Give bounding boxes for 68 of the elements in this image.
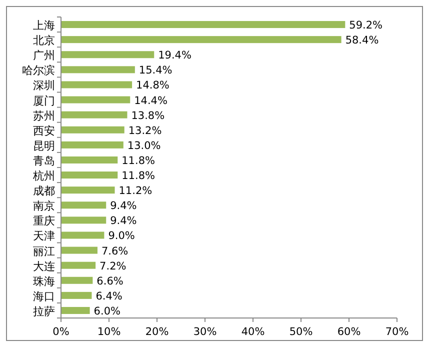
- x-tick-label: 10%: [97, 326, 121, 338]
- bar: [61, 292, 92, 299]
- bar: [61, 21, 346, 28]
- data-label: 14.8%: [136, 80, 170, 92]
- data-label: 11.8%: [122, 154, 156, 167]
- data-label: 9.0%: [108, 230, 135, 242]
- bar: [61, 36, 342, 44]
- bar: [61, 66, 135, 74]
- x-tick-label: 70%: [385, 326, 409, 338]
- y-tick-label: 大连: [33, 260, 55, 273]
- bar: [61, 126, 124, 134]
- bar: [61, 232, 104, 239]
- data-label: 11.2%: [118, 185, 152, 198]
- bar: [61, 172, 118, 179]
- y-tick-label: 哈尔滨: [22, 64, 55, 78]
- y-tick-label: 昆明: [33, 139, 55, 152]
- y-tick-label: 海口: [33, 290, 55, 303]
- data-label: 19.4%: [158, 50, 192, 62]
- data-label: 13.2%: [128, 124, 162, 137]
- bar: [61, 141, 124, 148]
- y-tick-label: 南京: [33, 200, 55, 213]
- data-label: 9.4%: [110, 200, 137, 212]
- y-tick-label: 重庆: [33, 214, 55, 228]
- y-tick-label: 厦门: [33, 94, 55, 108]
- data-label: 6.0%: [94, 305, 120, 318]
- bar: [61, 306, 90, 314]
- y-tick-label: 拉萨: [33, 304, 55, 318]
- data-label: 14.4%: [134, 94, 168, 107]
- bar: [61, 262, 96, 269]
- x-tick-label: 20%: [145, 326, 169, 338]
- data-label: 6.4%: [96, 290, 122, 302]
- data-label: 15.4%: [138, 64, 172, 77]
- data-label: 13.0%: [127, 140, 161, 152]
- y-tick-label: 西安: [33, 124, 55, 138]
- bar: [61, 202, 106, 209]
- x-tick-label: 50%: [289, 326, 313, 338]
- data-label: 9.4%: [110, 215, 137, 228]
- data-label: 13.8%: [131, 110, 165, 122]
- y-tick-label: 苏州: [33, 109, 55, 122]
- y-tick-label: 深圳: [33, 79, 55, 92]
- bar: [61, 216, 106, 224]
- bar: [61, 96, 130, 104]
- bar: [61, 81, 132, 88]
- bar: [61, 276, 93, 284]
- bar: [61, 186, 115, 194]
- y-tick-label: 丽江: [33, 244, 55, 258]
- data-label: 7.2%: [100, 260, 126, 272]
- x-tick-label: 40%: [241, 326, 265, 338]
- y-tick-label: 珠海: [33, 274, 55, 288]
- y-tick-label: 天津: [33, 230, 55, 243]
- bar: [61, 156, 118, 164]
- bar: [61, 246, 98, 254]
- y-tick-label: 上海: [33, 19, 55, 32]
- data-label: 59.2%: [349, 20, 383, 32]
- bar: [61, 51, 154, 58]
- data-label: 11.8%: [122, 170, 156, 182]
- x-tick-label: 0%: [52, 326, 70, 338]
- y-tick-label: 成都: [33, 184, 55, 198]
- data-label: 6.6%: [96, 275, 124, 288]
- y-tick-label: 北京: [33, 34, 55, 48]
- bar: [61, 111, 128, 118]
- x-tick-label: 60%: [337, 326, 361, 338]
- y-tick-label: 广州: [33, 49, 55, 62]
- data-label: 7.6%: [101, 245, 128, 258]
- y-tick-label: 青岛: [33, 154, 55, 168]
- x-tick-label: 30%: [193, 326, 217, 338]
- data-label: 58.4%: [345, 34, 379, 47]
- y-tick-label: 杭州: [32, 170, 55, 183]
